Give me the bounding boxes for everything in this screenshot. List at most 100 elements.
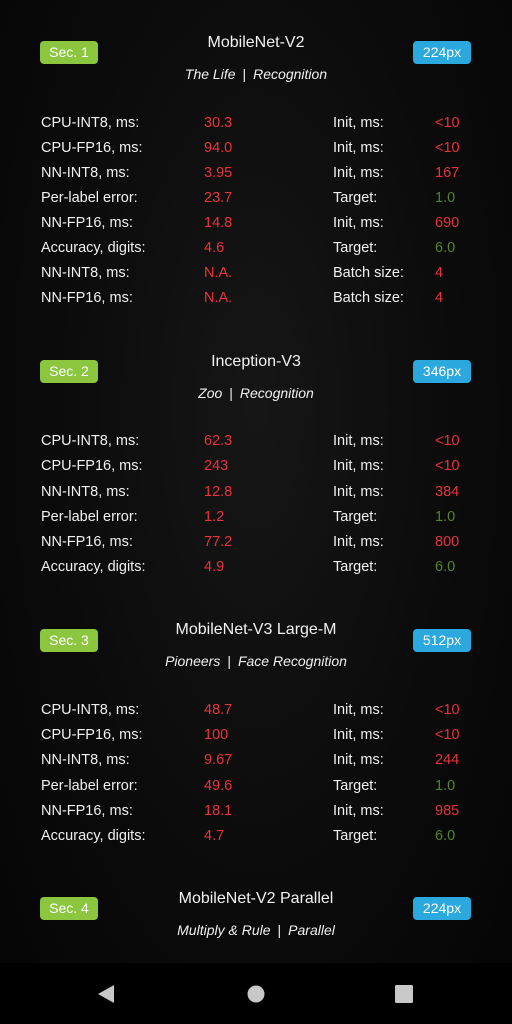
metric-label: NN-FP16, ms: [41, 803, 133, 819]
metric-label: CPU-FP16, ms: [41, 140, 143, 156]
metric-label: Accuracy, digits: [41, 559, 146, 575]
subtitle-separator: | [277, 922, 282, 938]
secondary-value: <10 [435, 140, 460, 156]
target-value: 6.0 [435, 240, 456, 256]
metric-label: NN-FP16, ms: [41, 534, 133, 550]
metric-row: Accuracy, digits: 4.9 Target: 6.0 [0, 557, 512, 577]
metric-label: NN-INT8, ms: [41, 484, 130, 500]
secondary-label: Init, ms: [333, 165, 384, 181]
secondary-value: 167 [435, 165, 460, 181]
metric-label: CPU-FP16, ms: [41, 458, 143, 474]
metric-row: CPU-FP16, ms: 243 Init, ms: <10 [0, 456, 512, 476]
metric-value: 30.3 [204, 115, 233, 131]
target-value: 1.0 [435, 509, 456, 525]
metric-label: Accuracy, digits: [41, 828, 146, 844]
resolution-badge: 512px [413, 629, 471, 652]
secondary-label: Init, ms: [333, 752, 384, 768]
target-value: 6.0 [435, 559, 456, 575]
metric-row: CPU-FP16, ms: 100 Init, ms: <10 [0, 725, 512, 745]
target-value: 6.0 [435, 828, 456, 844]
metric-label: Per-label error: [41, 509, 138, 525]
metric-value: 62.3 [204, 433, 233, 449]
secondary-label: Init, ms: [333, 433, 384, 449]
metric-value: 18.1 [204, 803, 233, 819]
metric-value: 4.9 [204, 559, 225, 575]
system-navigation-bar [0, 963, 512, 1024]
secondary-value: 4 [435, 265, 444, 281]
metric-label: CPU-INT8, ms: [41, 433, 140, 449]
metric-label: Accuracy, digits: [41, 240, 146, 256]
subtitle-dataset: Pioneers [165, 653, 221, 669]
metric-value: N.A. [204, 290, 233, 306]
subtitle-separator: | [227, 653, 231, 669]
metric-label: NN-INT8, ms: [41, 165, 130, 181]
subtitle-task: Recognition [253, 66, 328, 82]
subtitle-separator: | [229, 385, 233, 401]
metric-label: CPU-INT8, ms: [41, 115, 140, 131]
secondary-label: Init, ms: [333, 534, 384, 550]
back-triangle-icon [98, 985, 114, 1003]
model-subtitle: Zoo | Recognition [80, 385, 432, 401]
subtitle-task: Face Recognition [237, 653, 347, 669]
metric-row: NN-FP16, ms: 14.8 Init, ms: 690 [0, 213, 512, 233]
metric-row: Per-label error: 49.6 Target: 1.0 [0, 776, 512, 796]
secondary-label: Init, ms: [333, 140, 384, 156]
resolution-badge: 346px [413, 360, 471, 383]
home-button[interactable] [245, 983, 267, 1005]
metric-row: Per-label error: 23.7 Target: 1.0 [0, 188, 512, 208]
subtitle-dataset: Zoo [198, 385, 223, 401]
metric-row: NN-FP16, ms: N.A. Batch size: 4 [0, 288, 512, 308]
secondary-label: Init, ms: [333, 727, 384, 743]
back-button[interactable] [96, 983, 118, 1005]
secondary-value: 985 [435, 803, 460, 819]
resolution-badge: 224px [413, 41, 471, 64]
metric-row: CPU-INT8, ms: 30.3 Init, ms: <10 [0, 113, 512, 133]
section-badge: Sec. 2 [40, 360, 98, 383]
secondary-value: <10 [435, 433, 460, 449]
secondary-value: 690 [435, 215, 460, 231]
secondary-value: <10 [435, 727, 460, 743]
metric-row: NN-FP16, ms: 18.1 Init, ms: 985 [0, 801, 512, 821]
secondary-label: Target: [333, 240, 378, 256]
secondary-label: Target: [333, 778, 378, 794]
metric-value: 14.8 [204, 215, 233, 231]
metric-row: Accuracy, digits: 4.7 Target: 6.0 [0, 826, 512, 846]
secondary-label: Init, ms: [333, 484, 384, 500]
metric-row: NN-INT8, ms: 12.8 Init, ms: 384 [0, 482, 512, 502]
target-value: 1.0 [435, 778, 456, 794]
metric-row: CPU-INT8, ms: 48.7 Init, ms: <10 [0, 700, 512, 720]
metric-value: 1.2 [204, 509, 225, 525]
subtitle-dataset: The Life [184, 66, 236, 82]
metric-value: 4.6 [204, 240, 225, 256]
secondary-value: <10 [435, 702, 460, 718]
metric-value: 3.95 [204, 165, 233, 181]
secondary-label: Init, ms: [333, 702, 384, 718]
metric-label: CPU-FP16, ms: [41, 727, 143, 743]
metric-label: NN-FP16, ms: [41, 215, 133, 231]
model-subtitle: Multiply & Rule | Parallel [80, 922, 432, 938]
secondary-label: Target: [333, 559, 378, 575]
metric-label: Per-label error: [41, 778, 138, 794]
subtitle-task: Recognition [239, 385, 314, 401]
metric-value: 100 [204, 727, 229, 743]
metric-value: 243 [204, 458, 229, 474]
metric-value: 77.2 [204, 534, 233, 550]
metric-value: 4.7 [204, 828, 225, 844]
metric-row: NN-INT8, ms: 3.95 Init, ms: 167 [0, 163, 512, 183]
secondary-value: 244 [435, 752, 460, 768]
secondary-value: 4 [435, 290, 444, 306]
secondary-label: Batch size: [333, 265, 404, 281]
section-badge: Sec. 3 [40, 629, 98, 652]
metric-value: 48.7 [204, 702, 233, 718]
metric-row: Accuracy, digits: 4.6 Target: 6.0 [0, 238, 512, 258]
model-name: MobileNet-V2 Parallel [178, 890, 334, 907]
section-badge: Sec. 1 [40, 41, 98, 64]
secondary-label: Batch size: [333, 290, 404, 306]
recents-square-icon [395, 985, 413, 1003]
metric-value: N.A. [204, 265, 233, 281]
secondary-value: 800 [435, 534, 460, 550]
metric-row: Per-label error: 1.2 Target: 1.0 [0, 507, 512, 527]
recents-button[interactable] [393, 983, 415, 1005]
secondary-label: Init, ms: [333, 215, 384, 231]
subtitle-separator: | [242, 66, 247, 82]
